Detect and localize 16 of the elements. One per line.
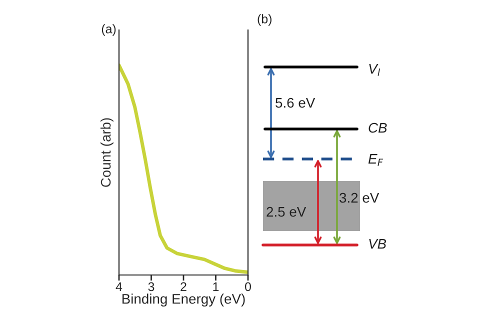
x-tick-label: 3 — [148, 282, 154, 292]
text: V$_{l}$ — [369, 64, 380, 76]
x-tick-label: 0 — [245, 282, 251, 292]
text: 2.5 eV — [266, 206, 306, 217]
chart-title: (a) — [102, 24, 116, 36]
text: CB — [368, 122, 387, 133]
x-axis-title: Binding Energy (eV) — [122, 294, 245, 307]
text: VB — [369, 239, 386, 249]
text: (b) — [258, 14, 272, 26]
y-axis-title: Count (arb) — [100, 118, 114, 187]
text: E$_{F}$ — [368, 154, 384, 166]
x-tick-label: 4 — [116, 282, 122, 292]
x-tick-label: 2 — [180, 282, 186, 292]
text: 3.2 eV — [340, 192, 380, 203]
x-tick-label: 1 — [213, 282, 219, 292]
text: 5.6 eV — [276, 98, 316, 108]
